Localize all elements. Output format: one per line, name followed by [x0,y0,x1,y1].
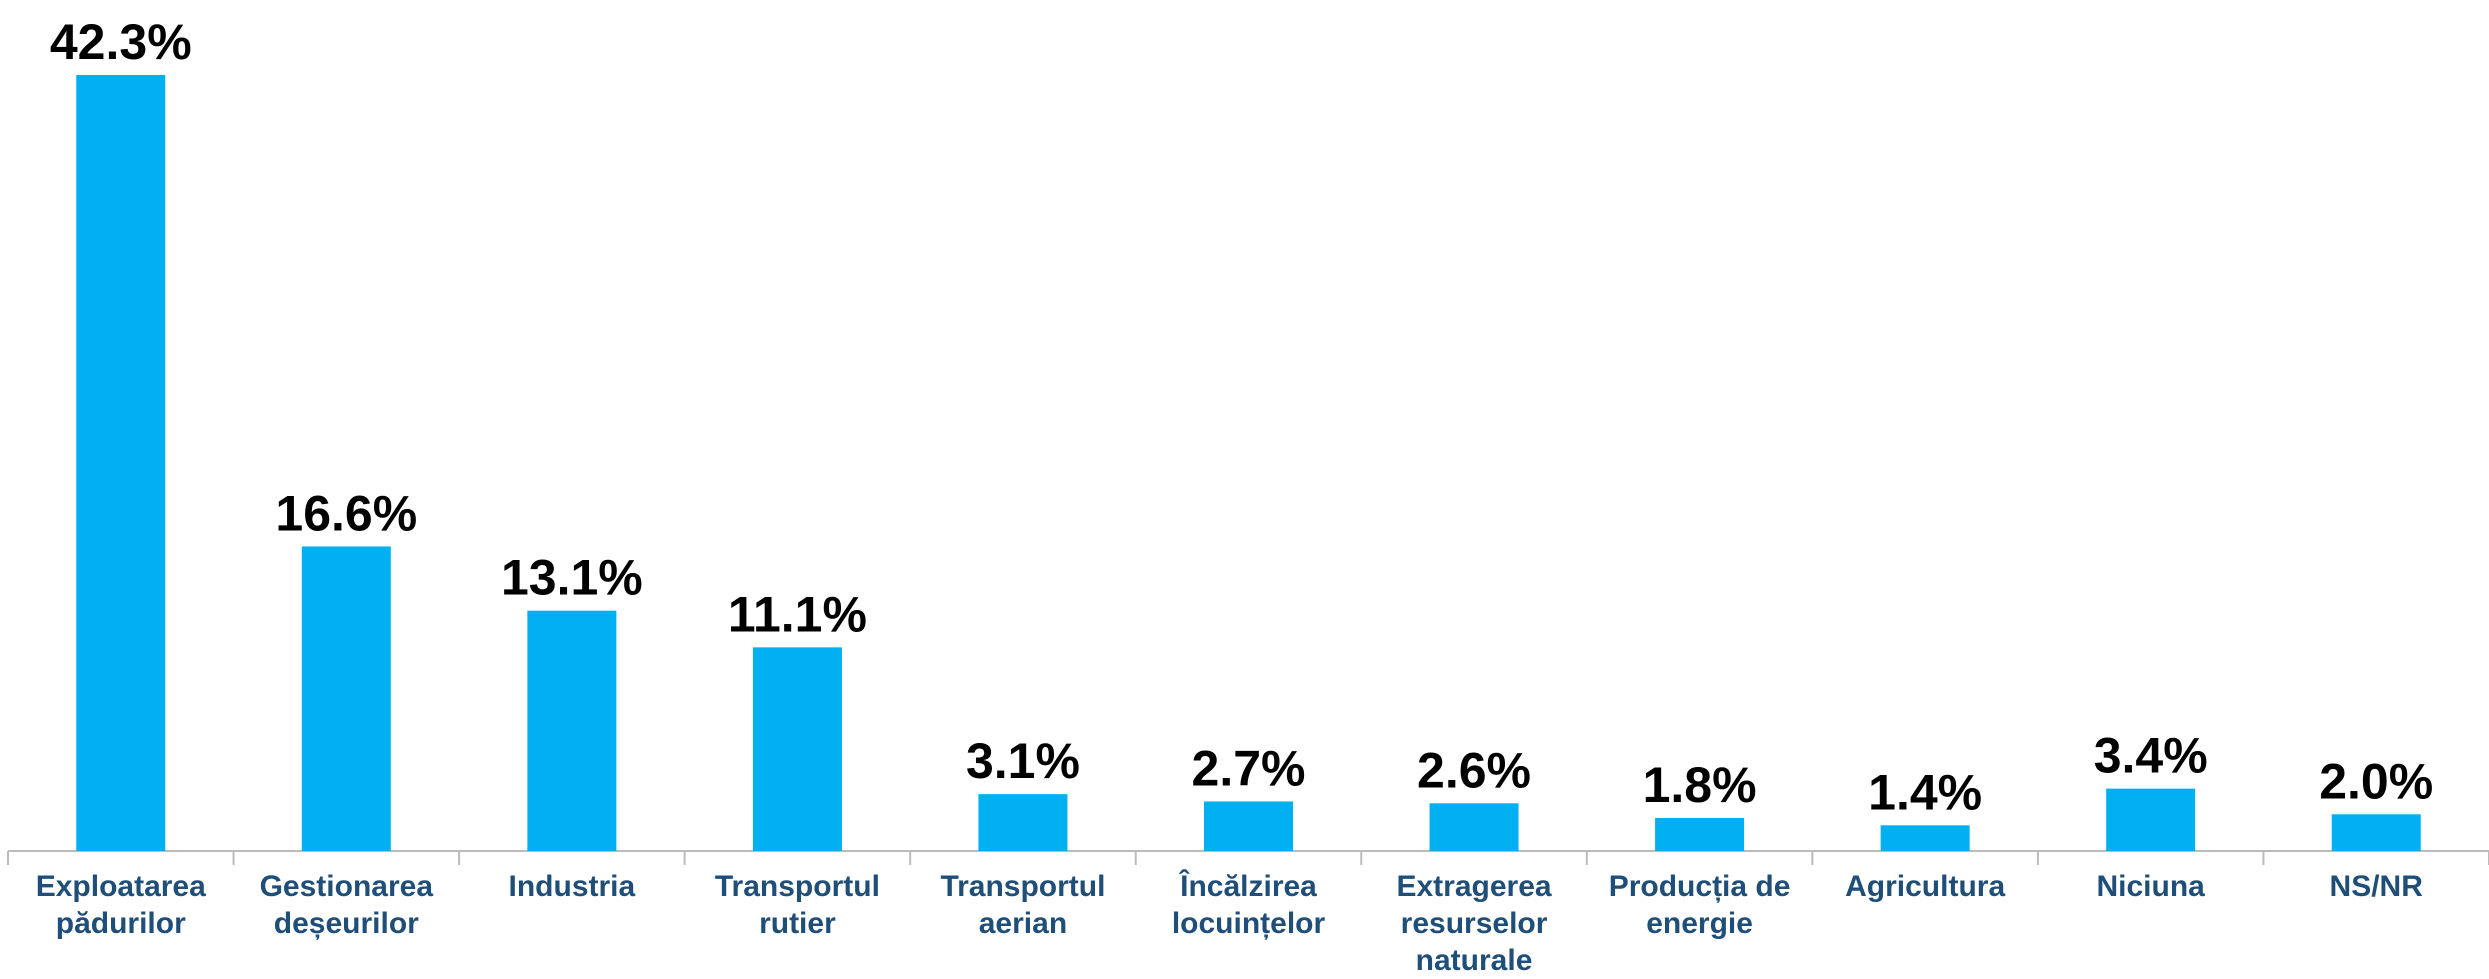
x-tick-label: Niciuna [2096,870,2205,903]
value-label: 1.8% [1643,757,1757,813]
x-tick-label: Exploatarea pădurilor [35,870,206,940]
value-label: 42.3% [50,14,192,70]
bar [1429,803,1519,851]
bar [1880,825,1970,851]
bar [978,794,1068,851]
x-tick-label: NS/NR [2329,870,2423,903]
bar [2331,814,2421,851]
x-tick-label: Transportul aerian [940,870,1106,940]
value-label: 1.4% [1868,764,1982,820]
x-tick-label: Încălzirea locuințelor [1171,870,1326,940]
x-tick-label: Agricultura [1845,870,2006,903]
x-tick-label: Extragerea resurselor naturale [1396,870,1552,977]
value-label: 16.6% [275,485,417,541]
x-tick-label: Gestionarea deșeurilor [259,870,434,940]
bar [1655,817,1745,851]
bar [1204,801,1293,851]
bar [301,546,391,851]
value-label: 11.1% [728,586,867,642]
value-label: 2.6% [1417,742,1531,798]
bar [2106,788,2196,851]
x-tick-label: Transportul rutier [714,870,880,940]
value-label: 13.1% [501,550,643,606]
x-tick-label: Producția de energie [1608,870,1791,940]
value-label: 2.7% [1192,740,1306,796]
bar [527,610,617,851]
bar [752,647,842,851]
value-label: 2.0% [2319,753,2433,809]
value-label: 3.1% [966,733,1080,789]
x-tick-label: Industria [508,870,636,903]
bar [76,75,166,851]
value-label: 3.4% [2094,728,2208,784]
